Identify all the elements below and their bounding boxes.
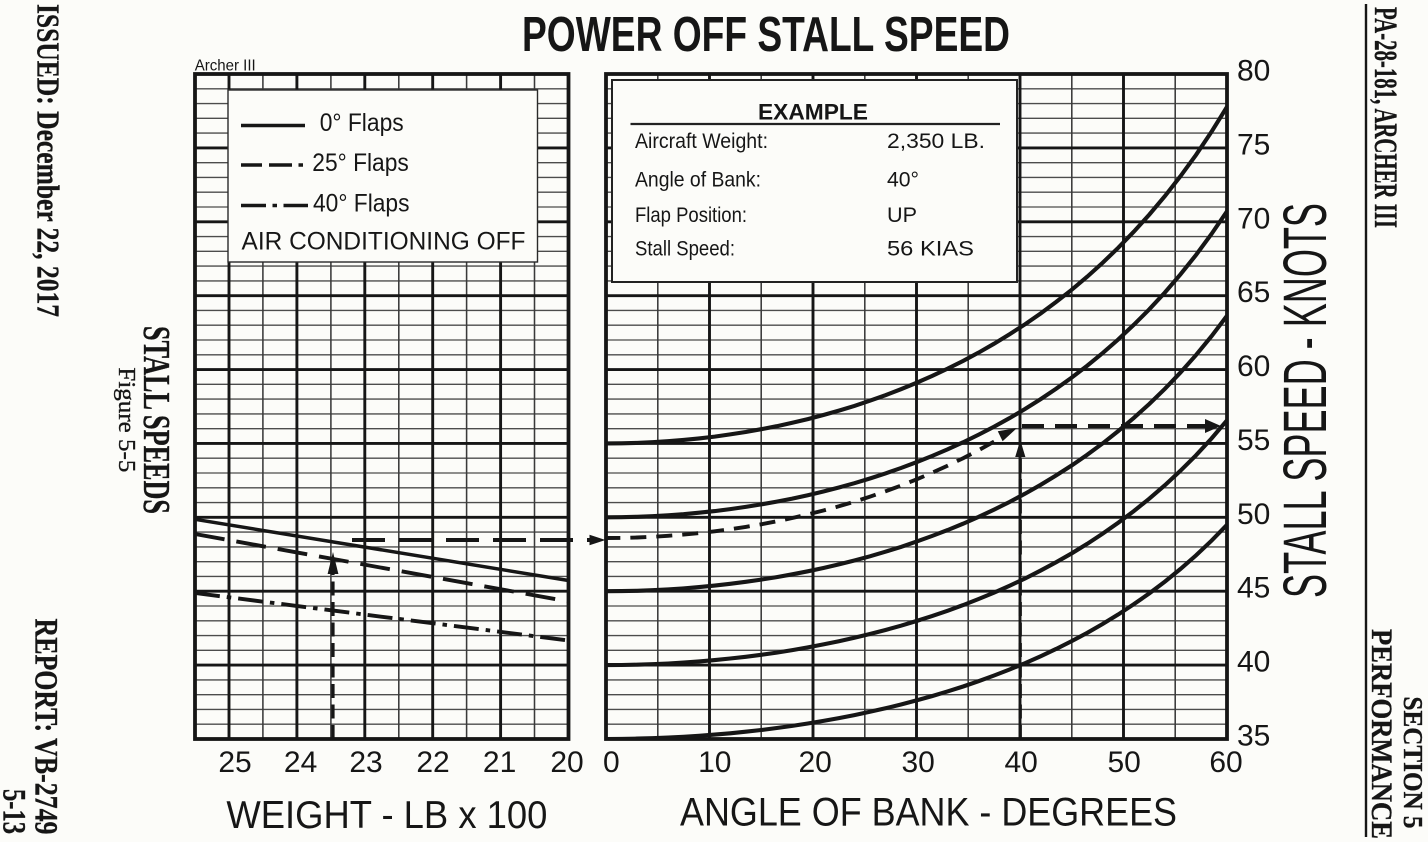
- svg-text:STALL SPEED - KNOTS: STALL SPEED - KNOTS: [1271, 203, 1339, 598]
- svg-text:EXAMPLE: EXAMPLE: [758, 100, 868, 125]
- svg-text:5-13: 5-13: [0, 789, 32, 834]
- svg-text:40°: 40°: [887, 167, 919, 191]
- svg-text:30: 30: [902, 746, 935, 779]
- svg-text:50: 50: [1237, 498, 1270, 531]
- svg-text:22: 22: [416, 746, 449, 779]
- svg-text:WEIGHT - LB x 100: WEIGHT - LB x 100: [226, 794, 547, 837]
- svg-text:25° Flaps: 25° Flaps: [312, 149, 409, 177]
- svg-text:40° Flaps: 40° Flaps: [313, 190, 410, 218]
- svg-text:Figure 5-5: Figure 5-5: [113, 367, 139, 472]
- svg-text:UP: UP: [887, 203, 917, 227]
- svg-text:0° Flaps: 0° Flaps: [320, 109, 404, 137]
- svg-text:0: 0: [603, 746, 620, 779]
- svg-text:ANGLE OF BANK - DEGREES: ANGLE OF BANK - DEGREES: [680, 791, 1177, 835]
- svg-text:POWER OFF STALL SPEED: POWER OFF STALL SPEED: [522, 8, 1010, 62]
- svg-text:PERFORMANCE: PERFORMANCE: [1365, 629, 1398, 839]
- svg-text:25: 25: [218, 746, 251, 779]
- svg-text:Archer III: Archer III: [195, 58, 256, 75]
- svg-text:Aircraft Weight:: Aircraft Weight:: [635, 129, 768, 153]
- svg-text:55: 55: [1237, 424, 1270, 457]
- svg-text:24: 24: [284, 746, 317, 779]
- svg-text:Angle of Bank:: Angle of Bank:: [635, 167, 761, 191]
- svg-text:45: 45: [1237, 572, 1270, 605]
- svg-text:10: 10: [698, 746, 731, 779]
- svg-text:75: 75: [1237, 128, 1270, 161]
- svg-text:23: 23: [349, 746, 382, 779]
- svg-text:60: 60: [1237, 350, 1270, 383]
- svg-text:56 KIAS: 56 KIAS: [887, 237, 974, 261]
- svg-text:40: 40: [1237, 646, 1270, 679]
- svg-text:Stall Speed:: Stall Speed:: [635, 237, 735, 261]
- svg-text:Flap Position:: Flap Position:: [635, 203, 747, 227]
- svg-text:SECTION 5: SECTION 5: [1398, 697, 1428, 829]
- svg-text:STALL SPEEDS: STALL SPEEDS: [135, 326, 177, 514]
- svg-text:65: 65: [1237, 276, 1270, 309]
- svg-text:21: 21: [483, 746, 516, 779]
- svg-text:20: 20: [550, 746, 583, 779]
- svg-text:PA-28-181, ARCHER III: PA-28-181, ARCHER III: [1367, 7, 1403, 228]
- svg-text:50: 50: [1108, 746, 1141, 779]
- svg-text:REPORT: VB-2749: REPORT: VB-2749: [27, 619, 63, 835]
- svg-text:40: 40: [1005, 746, 1038, 779]
- svg-text:70: 70: [1237, 202, 1270, 235]
- svg-text:80: 80: [1237, 55, 1270, 88]
- svg-text:2,350 LB.: 2,350 LB.: [887, 129, 985, 153]
- svg-text:AIR CONDITIONING OFF: AIR CONDITIONING OFF: [242, 228, 526, 256]
- svg-text:35: 35: [1237, 720, 1270, 753]
- svg-text:ISSUED: December 22, 2017: ISSUED: December 22, 2017: [31, 4, 67, 317]
- svg-text:60: 60: [1209, 746, 1242, 779]
- svg-text:20: 20: [799, 746, 832, 779]
